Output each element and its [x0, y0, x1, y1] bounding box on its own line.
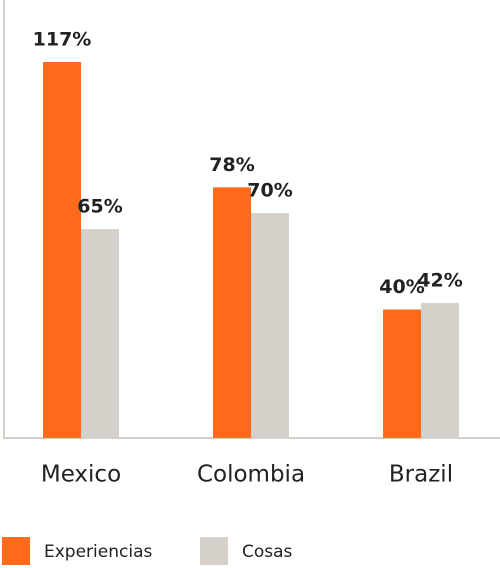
- bar: [251, 213, 289, 438]
- value-label: 78%: [209, 154, 254, 176]
- value-label: 40%: [379, 276, 424, 298]
- value-label: 70%: [247, 180, 292, 202]
- legend-label: Cosas: [242, 542, 293, 562]
- value-label: 42%: [417, 270, 462, 292]
- legend-swatch: [200, 537, 228, 565]
- bar: [43, 62, 81, 438]
- bar: [383, 309, 421, 438]
- legend-label: Experiencias: [44, 542, 152, 562]
- x-tick-label: Mexico: [41, 462, 121, 488]
- x-tick-label: Brazil: [389, 462, 453, 488]
- x-tick-label: Colombia: [197, 462, 305, 488]
- bar: [81, 229, 119, 438]
- value-label: 117%: [33, 29, 92, 51]
- value-label: 65%: [77, 196, 122, 218]
- legend-swatch: [2, 537, 30, 565]
- bar: [421, 303, 459, 438]
- bar: [213, 187, 251, 438]
